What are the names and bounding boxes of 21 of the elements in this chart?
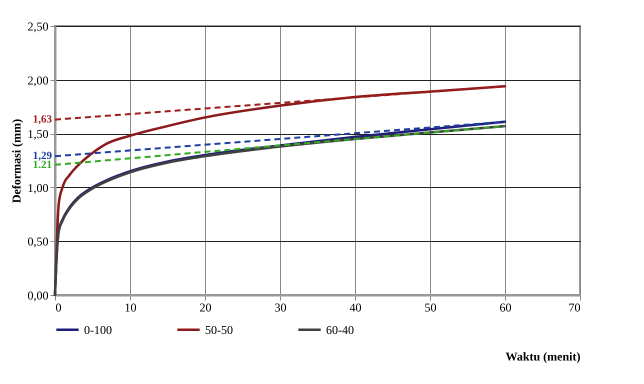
- legend-label: 0-100: [84, 322, 112, 337]
- x-tick-label: 0: [56, 300, 62, 314]
- x-axis-title: Waktu (menit): [506, 350, 581, 364]
- text: 1,63: [32, 114, 52, 126]
- y-tick-label: 2,50: [28, 20, 48, 34]
- y-tick-label: 1,00: [28, 180, 48, 195]
- y-tick-label: 0,00: [28, 288, 48, 302]
- x-tick-label: 70: [568, 300, 580, 314]
- x-tick-label: 40: [350, 300, 362, 314]
- x-tick-label: 60: [500, 300, 512, 314]
- x-tick-label: 50: [424, 300, 436, 314]
- y-axis-title: Deformasi (mm): [10, 118, 24, 204]
- text: 1,29: [32, 150, 52, 162]
- legend-label: 60-40: [326, 322, 354, 337]
- legend-label: 50-50: [205, 322, 233, 337]
- x-tick-label: 10: [124, 300, 136, 314]
- y-tick-label: 1,50: [28, 127, 48, 142]
- x-tick-label: 20: [200, 300, 212, 314]
- y-tick-label: 2,00: [28, 73, 48, 88]
- x-tick-label: 30: [274, 300, 286, 314]
- y-tick-label: 0,50: [28, 234, 48, 249]
